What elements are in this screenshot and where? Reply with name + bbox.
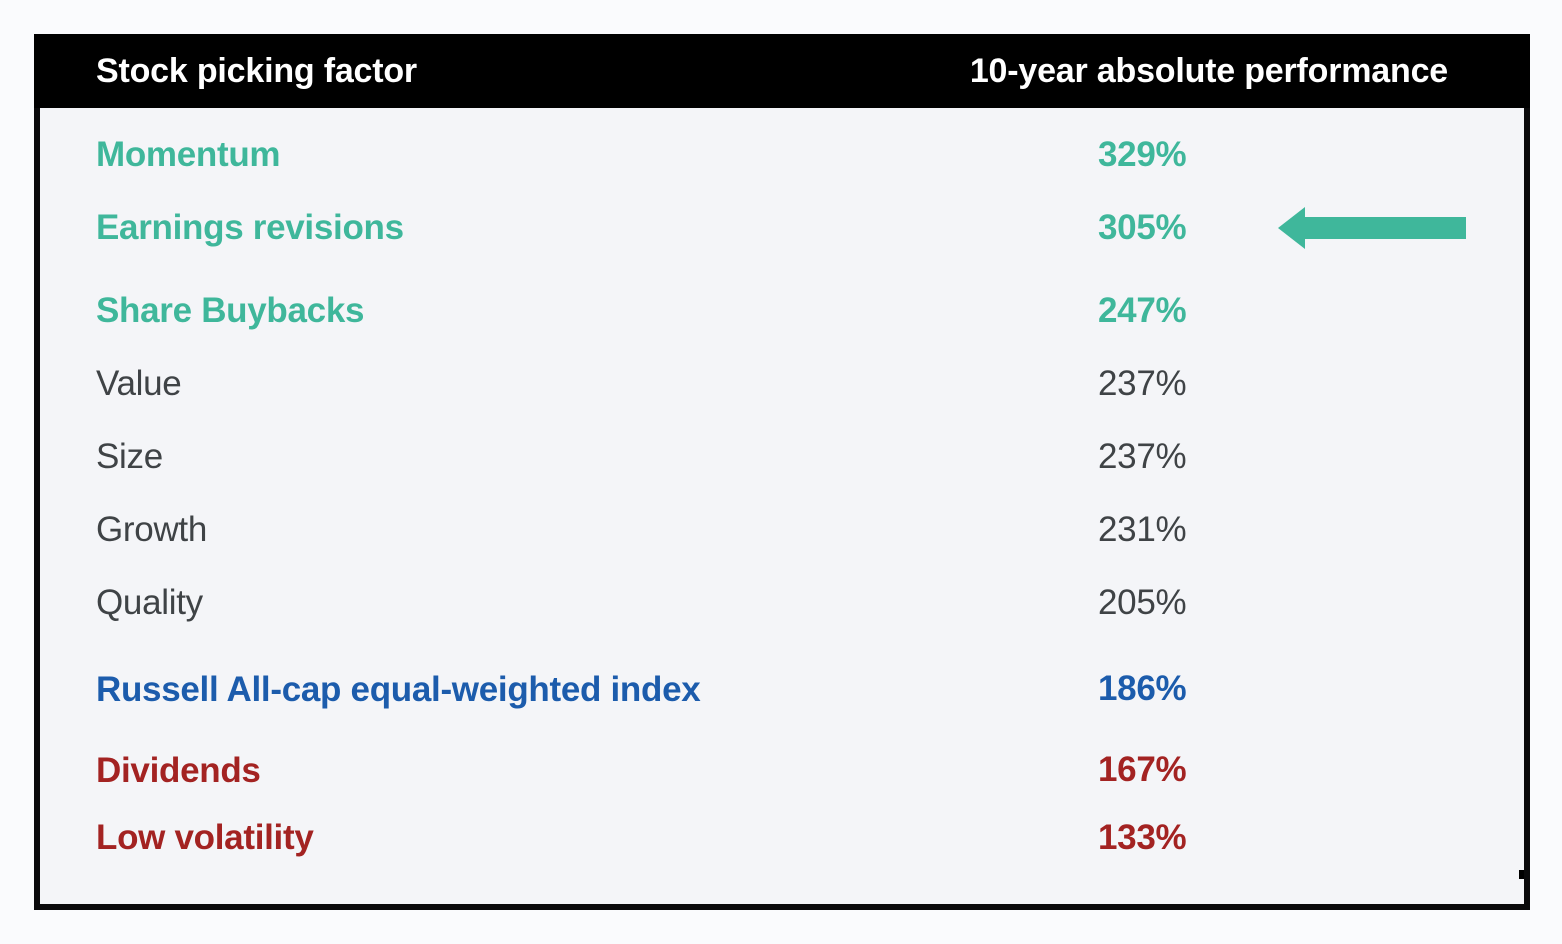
table-row: Earnings revisions 305% [40, 191, 1524, 264]
performance-value: 186% [1098, 669, 1187, 708]
table-body: Momentum 329% Earnings revisions 305% Sh… [34, 108, 1530, 910]
performance-value: 205% [1098, 582, 1187, 622]
factor-performance-table: Stock picking factor 10-year absolute pe… [34, 34, 1530, 910]
table-row: Share Buybacks 247% [40, 274, 1524, 347]
factor-label: Share Buybacks [96, 291, 365, 330]
table-row: Size 237% [40, 420, 1524, 493]
performance-value: 167% [1098, 750, 1187, 789]
performance-value: 247% [1098, 290, 1187, 330]
factor-label: Momentum [96, 135, 281, 174]
performance-value: 305% [1098, 207, 1187, 247]
performance-value: 237% [1098, 363, 1187, 403]
table-row: Growth 231% [40, 493, 1524, 566]
table-row: Momentum 329% [40, 118, 1524, 191]
performance-value: 231% [1098, 509, 1187, 549]
table-rows: Momentum 329% Earnings revisions 305% Sh… [40, 118, 1524, 874]
factor-label: Value [96, 364, 182, 403]
header-performance-label: 10-year absolute performance [969, 51, 1448, 90]
arrow-left-icon [1278, 206, 1466, 250]
table-row: Value 237% [40, 347, 1524, 420]
table-header: Stock picking factor 10-year absolute pe… [34, 34, 1530, 108]
performance-value: 237% [1098, 436, 1187, 476]
table-row: Low volatility 133% [40, 801, 1524, 874]
factor-label: Growth [96, 510, 208, 549]
factor-label: Russell All-cap equal-weighted index [96, 669, 701, 709]
factor-label: Earnings revisions [96, 208, 404, 247]
stray-period-mark [1519, 870, 1524, 879]
factor-label: Quality [96, 583, 203, 622]
factor-label: Low volatility [96, 818, 314, 857]
factor-label: Dividends [96, 750, 261, 790]
performance-value: 329% [1098, 134, 1187, 174]
table-row: Russell All-cap equal-weighted index 186… [40, 639, 1524, 739]
table-row: Quality 205% [40, 566, 1524, 639]
factor-label: Size [96, 437, 163, 476]
performance-value: 133% [1098, 817, 1187, 857]
header-factor-label: Stock picking factor [96, 51, 417, 90]
table-row: Dividends 167% [40, 739, 1524, 801]
